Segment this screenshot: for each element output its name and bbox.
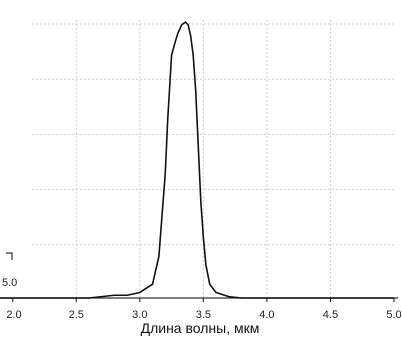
series-line-0 <box>0 21 394 299</box>
x-tick-label-4.5: 4.5 <box>323 309 338 321</box>
x-tick-label-2.0: 2.0 <box>6 309 21 321</box>
x-tick-label-3.0: 3.0 <box>132 309 147 321</box>
x-tick-label-3.5: 3.5 <box>196 309 211 321</box>
grid-layer <box>32 20 394 298</box>
y-tick-label-0: 5.0 <box>2 277 17 289</box>
ticks-layer: 2.0 2.5 3.0 3.5 4.0 4.5 5.0 5.0 <box>2 277 402 321</box>
y-axis-bracket <box>6 252 13 260</box>
series-layer <box>0 21 394 299</box>
x-tick-label-5.0: 5.0 <box>386 309 401 321</box>
x-tick-label-4.0: 4.0 <box>259 309 274 321</box>
x-axis-label: Длина волны, мкм <box>141 320 260 336</box>
x-tick-label-2.5: 2.5 <box>69 309 84 321</box>
axes-layer <box>0 252 398 299</box>
